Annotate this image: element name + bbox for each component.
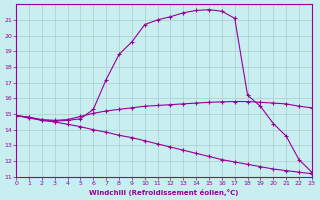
X-axis label: Windchill (Refroidissement éolien,°C): Windchill (Refroidissement éolien,°C) (89, 189, 239, 196)
